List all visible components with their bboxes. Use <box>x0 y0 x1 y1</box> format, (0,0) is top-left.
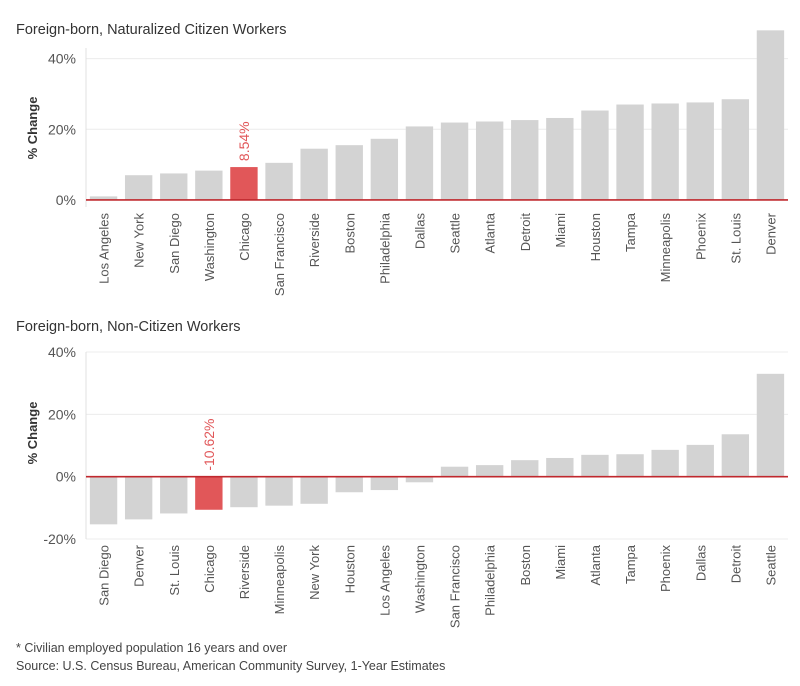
chart1-x-tick-label: Boston <box>342 213 357 253</box>
chart-title-non-citizen: Foreign-born, Non-Citizen Workers <box>16 319 241 335</box>
chart1-data-label-highlight: 8.54% <box>236 121 252 161</box>
chart2-bar-st-louis <box>160 476 188 514</box>
chart1-x-tick-label: Atlanta <box>483 212 498 253</box>
chart1-bar-seattle <box>440 122 469 200</box>
chart2-x-tick-label: Philadelphia <box>483 544 498 616</box>
chart1-bar-washington <box>195 170 223 200</box>
chart1-bar-san-francisco <box>265 162 293 200</box>
chart2-bar-philadelphia <box>475 465 504 477</box>
footnote-universe: * Civilian employed population 16 years … <box>16 641 287 655</box>
chart2-bar-chicago <box>195 476 223 510</box>
chart1-bar-tampa <box>616 104 644 200</box>
chart2-bar-san-diego <box>89 476 118 525</box>
chart1-bar-detroit <box>511 120 539 200</box>
chart2-x-tick-label: Atlanta <box>588 544 603 585</box>
chart2-y-tick-label: 20% <box>48 406 76 422</box>
chart2-bar-new-york <box>300 476 328 504</box>
chart2-bar-boston <box>511 460 539 477</box>
chart1-x-tick-label: Houston <box>588 213 603 261</box>
chart2-y-tick-label: -20% <box>43 531 76 547</box>
chart2-bar-los-angeles <box>370 476 399 491</box>
chart-title-naturalized: Foreign-born, Naturalized Citizen Worker… <box>16 22 287 38</box>
chart1-bar-los-angeles <box>89 196 118 200</box>
chart1-x-tick-label: San Diego <box>167 213 182 274</box>
chart1-bar-houston <box>581 110 609 200</box>
chart1-bar-philadelphia <box>370 138 399 200</box>
chart1-bar-minneapolis <box>651 103 679 200</box>
footnote-source: Source: U.S. Census Bureau, American Com… <box>16 659 446 673</box>
chart2-x-tick-label: San Diego <box>97 545 112 606</box>
chart1-y-tick-label: 20% <box>48 121 76 137</box>
chart1-y-tick-label: 40% <box>48 51 76 67</box>
chart1-x-tick-label: Miami <box>553 213 568 248</box>
chart2-x-tick-label: Minneapolis <box>272 545 287 615</box>
chart2-y-tick-label: 40% <box>48 344 76 360</box>
chart2-x-tick-label: Houston <box>342 545 357 593</box>
chart1-x-tick-label: Riverside <box>307 213 322 267</box>
chart2-data-label-highlight: -10.62% <box>201 419 217 471</box>
chart2-x-tick-label: Denver <box>132 544 147 587</box>
chart1-bar-denver <box>756 30 785 200</box>
chart2-x-tick-label: Dallas <box>693 545 708 582</box>
chart2-y-axis-title: % Change <box>25 402 40 465</box>
chart1-bar-chicago <box>230 167 258 200</box>
chart1-x-tick-label: Tampa <box>623 212 638 252</box>
chart1-x-tick-label: St. Louis <box>728 213 743 264</box>
chart2-x-tick-label: Riverside <box>237 545 252 599</box>
chart1-x-tick-label: San Francisco <box>272 213 287 296</box>
chart1-x-tick-label: Philadelphia <box>377 212 392 284</box>
chart2-bar-dallas <box>686 444 714 477</box>
chart2-x-tick-label: Los Angeles <box>377 545 392 616</box>
chart2-bar-phoenix <box>651 449 679 477</box>
chart2-x-tick-label: Boston <box>518 545 533 585</box>
chart1-x-tick-label: New York <box>132 213 147 268</box>
chart2-bar-atlanta <box>581 454 609 477</box>
chart2-bar-riverside <box>230 476 258 508</box>
chart1-x-tick-label: Chicago <box>237 213 252 261</box>
chart2-bar-miami <box>546 457 574 477</box>
chart2-bar-san-francisco <box>440 466 469 477</box>
chart1-x-tick-label: Seattle <box>448 213 463 253</box>
chart1-bar-san-diego <box>160 173 188 200</box>
chart2-bar-seattle <box>756 373 785 477</box>
chart1-y-tick-label: 0% <box>56 192 76 208</box>
chart1-x-tick-label: Phoenix <box>693 213 708 260</box>
chart1-x-tick-label: Los Angeles <box>97 213 112 284</box>
chart2-x-tick-label: Detroit <box>728 545 743 584</box>
chart1-bar-new-york <box>124 175 153 200</box>
chart1-bar-miami <box>546 117 574 200</box>
chart2-bar-houston <box>335 476 363 493</box>
chart2-x-tick-label: Chicago <box>202 545 217 593</box>
chart1-bar-dallas <box>405 126 434 200</box>
chart1-x-tick-label: Washington <box>202 213 217 281</box>
chart2-x-tick-label: Phoenix <box>658 545 673 592</box>
chart2-bar-denver <box>124 476 153 520</box>
chart1-bar-atlanta <box>475 121 504 200</box>
chart1-bar-st-louis <box>721 99 750 200</box>
chart2-x-tick-label: New York <box>307 545 322 600</box>
chart1-bar-phoenix <box>686 102 714 200</box>
chart1-bar-boston <box>335 145 363 200</box>
chart1-x-tick-label: Detroit <box>518 213 533 252</box>
chart2-bar-minneapolis <box>265 476 293 506</box>
chart2-x-tick-label: Seattle <box>763 545 778 585</box>
chart2-x-tick-label: Washington <box>412 545 427 613</box>
chart1-bar-riverside <box>300 148 328 200</box>
chart1-x-tick-label: Minneapolis <box>658 213 673 283</box>
chart2-x-tick-label: Tampa <box>623 544 638 584</box>
chart2-bar-tampa <box>616 454 644 477</box>
chart2-x-tick-label: Miami <box>553 545 568 580</box>
chart2-x-tick-label: St. Louis <box>167 545 182 596</box>
chart2-bar-detroit <box>721 434 750 477</box>
chart1-y-axis-title: % Change <box>25 97 40 160</box>
chart1-x-tick-label: Denver <box>763 212 778 255</box>
chart2-x-tick-label: San Francisco <box>448 545 463 628</box>
chart1-x-tick-label: Dallas <box>412 213 427 250</box>
chart2-bar-washington <box>405 476 434 483</box>
chart2-y-tick-label: 0% <box>56 469 76 485</box>
